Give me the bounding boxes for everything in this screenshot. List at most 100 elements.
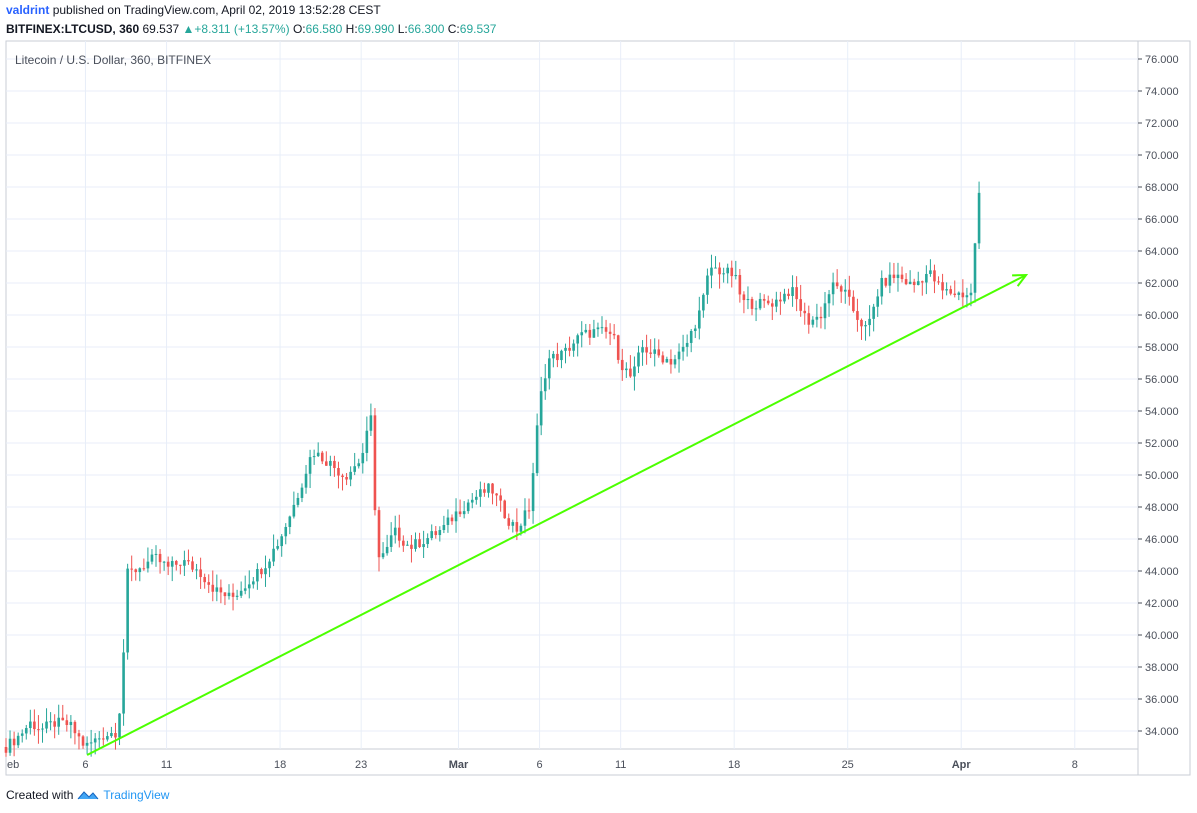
candle-body bbox=[353, 466, 356, 472]
candle-body bbox=[179, 564, 182, 566]
time-tick-label: 8 bbox=[1072, 759, 1078, 771]
candle-body bbox=[77, 733, 81, 737]
candle-body bbox=[531, 473, 535, 512]
candle-body bbox=[552, 353, 555, 359]
candle-body bbox=[775, 299, 778, 307]
candle-body bbox=[795, 287, 798, 300]
candle-body bbox=[612, 333, 616, 336]
candle-body bbox=[933, 270, 936, 282]
candle-body bbox=[864, 325, 867, 327]
candle-body bbox=[410, 544, 413, 549]
candle-body bbox=[487, 483, 490, 493]
candle-body bbox=[146, 561, 150, 569]
candle-body bbox=[965, 295, 969, 298]
candle-body bbox=[106, 736, 109, 740]
candle-body bbox=[337, 468, 340, 476]
candle-body bbox=[312, 456, 316, 458]
candle-body bbox=[702, 294, 705, 311]
candle-body bbox=[904, 279, 908, 285]
candle-body bbox=[483, 489, 486, 493]
candle-body bbox=[402, 540, 405, 546]
candle-body bbox=[134, 569, 138, 573]
price-tick-label: 54.000 bbox=[1145, 406, 1179, 418]
candle-body bbox=[475, 496, 478, 500]
candle-body bbox=[114, 732, 117, 738]
price-tick-label: 68.000 bbox=[1145, 182, 1179, 194]
candle-body bbox=[698, 310, 701, 329]
time-tick-label: eb bbox=[7, 759, 19, 771]
time-axis bbox=[5, 748, 1139, 776]
candle-body bbox=[325, 461, 328, 466]
candle-body bbox=[892, 274, 896, 279]
candle-body bbox=[130, 568, 133, 570]
candle-body bbox=[454, 511, 458, 522]
symbol-label: BITFINEX:LTCUSD, 360 bbox=[6, 22, 140, 36]
price-tick-label: 74.000 bbox=[1145, 86, 1179, 98]
candle-body bbox=[191, 561, 194, 570]
price-tick-label: 70.000 bbox=[1145, 150, 1179, 162]
candle-body bbox=[608, 331, 612, 334]
candle-body bbox=[102, 738, 105, 740]
candle-body bbox=[941, 282, 944, 291]
price-tick-label: 44.000 bbox=[1145, 566, 1179, 578]
candle-body bbox=[389, 535, 393, 547]
candle-body bbox=[633, 366, 636, 377]
candle-body bbox=[681, 346, 685, 352]
candle-body bbox=[495, 493, 498, 496]
ohlc-line: BITFINEX:LTCUSD, 360 69.537 ▲+8.311 (+13… bbox=[6, 22, 496, 36]
candle-body bbox=[239, 590, 243, 596]
candle-body bbox=[260, 569, 263, 575]
high-label: H: bbox=[345, 22, 358, 36]
time-tick-label: 18 bbox=[274, 759, 286, 771]
candle-body bbox=[564, 347, 567, 351]
candle-body bbox=[138, 568, 142, 573]
candle-body bbox=[742, 294, 746, 301]
price-tick-label: 50.000 bbox=[1145, 470, 1179, 482]
candle-body bbox=[187, 560, 190, 562]
price-tick-label: 64.000 bbox=[1145, 246, 1179, 258]
candle-body bbox=[848, 289, 851, 297]
candle-body bbox=[369, 415, 373, 431]
candle-body bbox=[466, 502, 470, 512]
price-tick-label: 66.000 bbox=[1145, 214, 1179, 226]
candle-body bbox=[397, 527, 401, 541]
candle-body bbox=[296, 497, 300, 505]
candle-body bbox=[219, 587, 223, 593]
candle-body bbox=[329, 460, 332, 466]
candle-body bbox=[791, 287, 794, 296]
candle-body bbox=[446, 517, 450, 525]
candle-body bbox=[126, 568, 129, 653]
candle-body bbox=[620, 359, 624, 371]
candle-body bbox=[349, 471, 352, 480]
candle-body bbox=[908, 281, 912, 285]
price-tick-label: 38.000 bbox=[1145, 662, 1179, 674]
candle-body bbox=[807, 313, 811, 325]
candle-body bbox=[357, 463, 361, 467]
candle-body bbox=[174, 561, 178, 565]
candle-body bbox=[616, 335, 620, 360]
candle-body bbox=[462, 511, 466, 515]
candle-body bbox=[414, 539, 417, 549]
price-axis bbox=[1137, 40, 1191, 776]
tradingview-brand-link[interactable]: TradingView bbox=[103, 788, 170, 802]
candle-body bbox=[227, 592, 231, 597]
price-tick-label: 72.000 bbox=[1145, 118, 1179, 130]
candle-body bbox=[361, 452, 365, 464]
price-tick-label: 40.000 bbox=[1145, 630, 1179, 642]
high-value: 69.990 bbox=[357, 22, 395, 36]
candle-body bbox=[929, 270, 932, 274]
candle-body bbox=[231, 592, 235, 597]
candle-body bbox=[977, 192, 981, 244]
close-value: 69.537 bbox=[459, 22, 497, 36]
candle-body bbox=[434, 531, 438, 536]
candle-body bbox=[957, 292, 961, 295]
candle-body bbox=[345, 477, 348, 480]
candle-body bbox=[556, 353, 559, 361]
candle-body bbox=[726, 267, 729, 274]
author-link[interactable]: valdrint bbox=[6, 3, 50, 17]
candle-body bbox=[243, 588, 247, 591]
last-price: 69.537 bbox=[142, 22, 180, 36]
time-tick-label: 18 bbox=[728, 759, 740, 771]
candle-body bbox=[803, 310, 807, 314]
